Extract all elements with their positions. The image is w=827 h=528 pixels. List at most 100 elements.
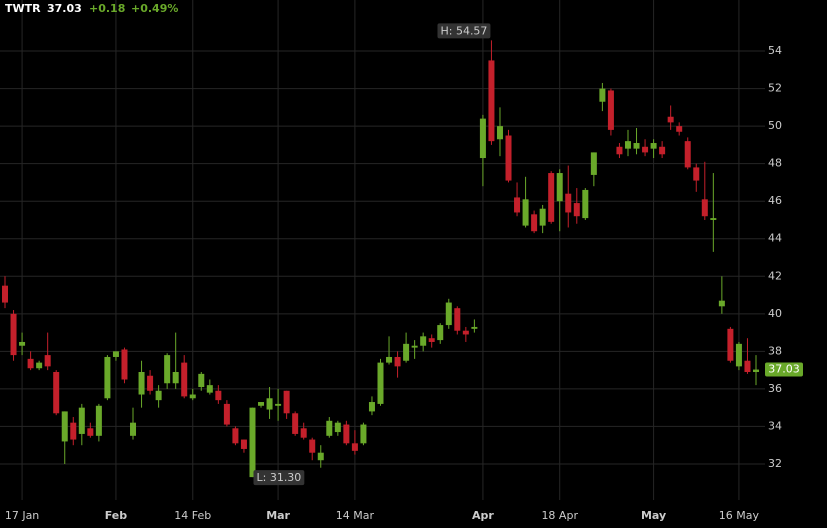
candle-body	[633, 143, 640, 149]
candle-body	[198, 373, 205, 388]
y-tick-label: 32	[768, 457, 782, 470]
candle-body	[693, 167, 700, 181]
y-tick-label: 44	[768, 232, 782, 245]
candle-body	[403, 343, 410, 361]
candle-body	[394, 356, 401, 367]
candle-body	[104, 356, 111, 399]
candle-body	[727, 328, 734, 361]
candle-body	[232, 428, 239, 444]
candle-body	[753, 369, 759, 372]
candle-body	[138, 371, 145, 395]
candle-body	[573, 203, 580, 217]
candle-body	[215, 390, 222, 401]
candle-body	[479, 118, 486, 159]
candle-body	[582, 189, 589, 219]
candle-body	[155, 390, 162, 401]
candle-body	[223, 403, 230, 425]
x-tick-label: May	[641, 509, 666, 522]
candle-body	[445, 302, 452, 326]
candle-body	[189, 394, 196, 399]
candle-body	[437, 325, 444, 341]
candle-body	[36, 362, 43, 369]
y-tick-label: 50	[768, 119, 782, 132]
candle-body	[19, 341, 26, 346]
grid: 32 34 36 38 40 42 44 46 48 50 52 54 17 Jan Feb 14 Feb M…	[0, 0, 782, 522]
candle-body	[249, 407, 256, 478]
candle-body	[548, 173, 555, 222]
y-tick-label: 48	[768, 157, 782, 170]
candle-body	[539, 208, 546, 226]
y-tick-label: 46	[768, 194, 782, 207]
candle-body	[616, 146, 623, 155]
candles	[2, 40, 759, 478]
change-pct: +0.49%	[131, 2, 178, 15]
candle-body	[744, 360, 751, 372]
x-tick-label: 16 May	[719, 509, 760, 522]
candle-body	[2, 285, 8, 303]
candle-body	[718, 300, 725, 307]
candle-body	[624, 141, 631, 149]
candle-body	[326, 420, 333, 436]
candle-body	[735, 343, 742, 367]
annotation-label: H: 54.57	[440, 24, 487, 37]
candle-body	[454, 308, 461, 331]
candle-body	[164, 355, 171, 384]
candle-body	[522, 199, 529, 226]
candle-body	[368, 402, 375, 412]
annotation: L: 31.30	[253, 470, 305, 486]
annotation-box	[253, 470, 305, 486]
candle-body	[147, 375, 154, 391]
candle-body	[531, 214, 538, 232]
x-tick-label: 18 Apr	[541, 509, 578, 522]
annotation-label: L: 31.30	[256, 471, 301, 484]
candle-body	[266, 398, 273, 410]
candle-body	[599, 88, 606, 102]
candle-body	[556, 173, 563, 202]
last-price-box	[765, 362, 803, 377]
candle-body	[488, 60, 495, 142]
candle-body	[70, 422, 77, 440]
x-tick-label: 17 Jan	[5, 509, 39, 522]
candle-body	[95, 405, 102, 436]
candle-body	[386, 356, 393, 363]
candle-body	[471, 326, 478, 329]
y-tick-label: 38	[768, 344, 782, 357]
y-tick-label: 42	[768, 269, 782, 282]
candle-body	[61, 411, 68, 442]
candle-body	[360, 424, 367, 444]
candle-body	[300, 428, 307, 438]
candle-body	[462, 330, 469, 335]
overlay: H: 54.57 L: 31.30 37.03	[253, 23, 803, 486]
candle-body	[309, 439, 316, 453]
candle-body	[411, 345, 418, 348]
y-tick-label: 36	[768, 382, 782, 395]
candle-body	[283, 390, 290, 414]
candle-body	[420, 336, 427, 346]
candle-body	[496, 126, 503, 140]
candle-body	[258, 402, 265, 406]
candle-body	[701, 199, 708, 217]
candle-body	[53, 371, 60, 414]
x-tick-label: Apr	[472, 509, 494, 522]
candle-body	[87, 428, 94, 436]
y-tick-label: 54	[768, 44, 782, 57]
candle-body	[317, 452, 324, 461]
candle-body	[206, 385, 213, 393]
candle-body	[642, 146, 649, 153]
candle-body	[240, 439, 247, 449]
candle-body	[565, 193, 572, 213]
x-tick-label: 14 Feb	[174, 509, 211, 522]
candle-body	[334, 422, 341, 433]
annotation: H: 54.57	[437, 23, 491, 39]
candle-body	[650, 143, 657, 149]
candle-body	[514, 197, 521, 213]
candle-body	[44, 355, 51, 367]
candle-body	[10, 313, 17, 356]
annotation-box	[437, 23, 491, 39]
y-tick-label: 34	[768, 419, 782, 432]
candle-body	[172, 371, 179, 384]
candle-body	[428, 338, 435, 342]
